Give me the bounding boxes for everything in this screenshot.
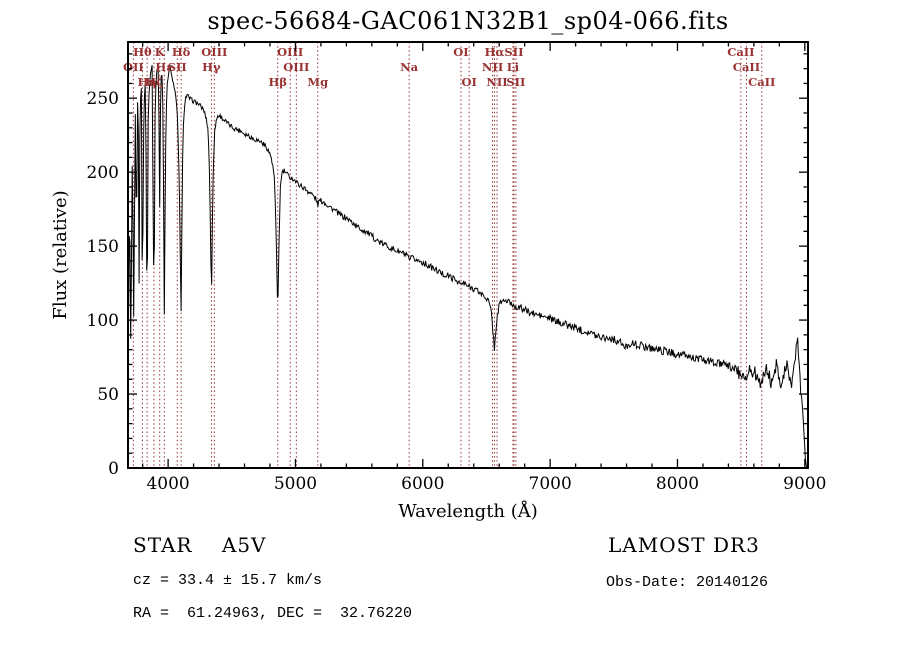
x-tick-label: 6000 — [401, 474, 444, 494]
obs-date-text: Obs-Date: 20140126 — [606, 574, 769, 591]
star-classification-text: STAR A5V — [133, 533, 267, 557]
y-tick-label: 150 — [87, 237, 119, 257]
survey-name-text: LAMOST DR3 — [608, 533, 760, 557]
spectral-line-label: Hγ — [202, 60, 221, 74]
x-axis-label: Wavelength (Å) — [398, 501, 538, 522]
spectral-line-label: K — [155, 45, 166, 59]
x-tick-label: 4000 — [146, 474, 189, 494]
spectral-line-label: Hη — [137, 75, 156, 89]
spectral-line-label: Hβ — [268, 75, 287, 89]
y-tick-label: 100 — [87, 311, 119, 331]
y-tick-label: 250 — [87, 89, 119, 109]
page-title: spec-56684-GAC061N32B1_sp04-066.fits — [207, 7, 729, 35]
spectral-line-label: Hε — [155, 60, 173, 74]
spectral-line-label: SII — [168, 60, 187, 74]
x-tick-label: 7000 — [529, 474, 572, 494]
y-tick-label: 0 — [108, 459, 119, 479]
spectral-line-label: Li — [507, 60, 520, 74]
spectral-line-label: NII — [486, 75, 507, 89]
spectral-line-label: OIII — [201, 45, 227, 59]
spectral-line-label: OII — [123, 60, 144, 74]
y-tick-label: 50 — [97, 385, 119, 405]
spectrum-path — [127, 65, 808, 469]
cz-velocity-text: cz = 33.4 ± 15.7 km/s — [133, 572, 323, 589]
ra-dec-text: RA = 61.24963, DEC = 32.76220 — [133, 605, 413, 622]
spectral-line-label: CaII — [748, 75, 775, 89]
spectral-line-label: Hθ — [133, 45, 152, 59]
spectral-line-label: OI — [461, 75, 476, 89]
spectral-line-label: CaII — [733, 60, 760, 74]
x-tick-label: 8000 — [656, 474, 699, 494]
spectral-line-label: CaII — [727, 45, 754, 59]
spectral-line-label: OIII — [283, 60, 309, 74]
x-tick-label: 9000 — [783, 474, 826, 494]
spectral-line-label: Hα — [485, 45, 505, 59]
spectral-line-label: Hδ — [172, 45, 191, 59]
spectral-line-label: NII — [482, 60, 503, 74]
spectral-line-label: SII — [506, 75, 525, 89]
spectral-line-label: Hζ — [145, 75, 163, 89]
spectral-line-label: OI — [453, 45, 468, 59]
y-axis-label: Flux (relative) — [50, 190, 71, 320]
spectral-line-label: Na — [400, 60, 419, 74]
spectral-line-label: OIII — [277, 45, 303, 59]
x-tick-label: 5000 — [274, 474, 317, 494]
spectral-line-label: Mg — [307, 75, 328, 89]
y-tick-label: 200 — [87, 163, 119, 183]
spectral-line-label: SII — [504, 45, 523, 59]
plot-frame — [127, 41, 809, 469]
